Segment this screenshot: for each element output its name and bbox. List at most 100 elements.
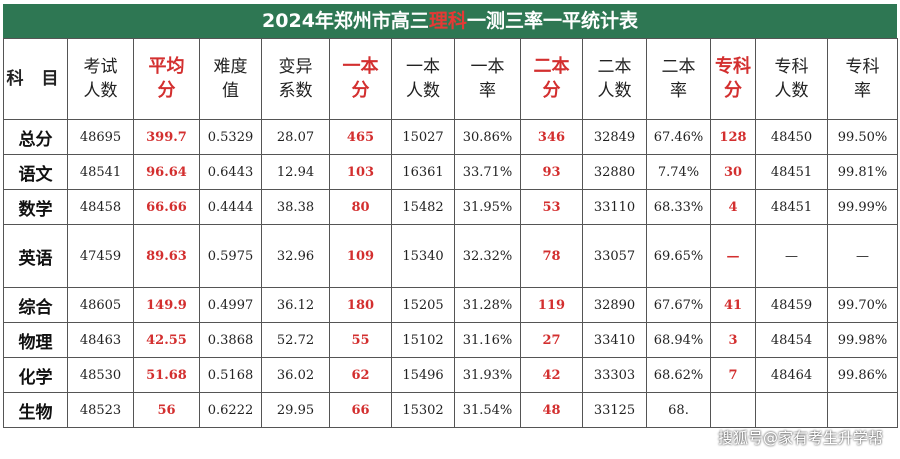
value-cell: 32.96 — [261, 224, 330, 288]
header-line: 二本 — [661, 57, 696, 77]
value-cell: 31.54% — [454, 392, 521, 428]
title-suffix: 一测三率一平统计表 — [466, 10, 638, 32]
value-cell: 16361 — [391, 154, 455, 190]
value-cell: 48541 — [67, 154, 134, 190]
value-cell: 180 — [329, 287, 392, 323]
header-line: 一本 — [406, 57, 440, 77]
value-cell: 99.50% — [827, 119, 898, 155]
value-cell: 62 — [329, 357, 392, 393]
header-line: 人数 — [597, 81, 632, 101]
table-body: 总分 48695 399.7 0.5329 28.07 465 15027 30.86% 346… — [3, 119, 898, 428]
table-row: 综合 48605 149.9 0.4997 36.12 180 15205 31.28% 119… — [3, 287, 898, 323]
table-row: 物理 48463 42.55 0.3868 52.72 55 15102 31.16% 27 33… — [3, 322, 898, 358]
header-cell: 考试 人数 — [67, 38, 134, 120]
header-line: 难度 — [213, 57, 248, 77]
value-cell: 465 — [329, 119, 392, 155]
table-row: 总分 48695 399.7 0.5329 28.07 465 15027 30.86% 346… — [3, 119, 898, 155]
value-cell: 89.63 — [133, 224, 200, 288]
value-cell: 48454 — [755, 322, 828, 358]
value-cell: 48463 — [67, 322, 134, 358]
value-cell: 51.68 — [133, 357, 200, 393]
header-line: 人数 — [83, 81, 118, 101]
header-cell: 一本 人数 — [391, 38, 455, 120]
header-row: 科 目考试 人数 平均分难度值变异 系数 一本分一本 人数 一本率二本分二本 人数 二本率专科分… — [3, 38, 898, 120]
header-line: 考试 — [83, 57, 118, 77]
value-cell: 30.86% — [454, 119, 521, 155]
value-cell: 96.64 — [133, 154, 200, 190]
value-cell: 68.94% — [646, 322, 711, 358]
header-line: 人数 — [406, 81, 440, 101]
value-cell: 66.66 — [133, 189, 200, 225]
table-row: 生物 48523 56 0.6222 29.95 66 15302 31.54% 48 33125… — [3, 392, 898, 428]
value-cell: 31.16% — [454, 322, 521, 358]
value-cell: 15027 — [391, 119, 455, 155]
header-line: 系数 — [278, 81, 313, 101]
subject-cell: 化学 — [3, 357, 68, 393]
subject-cell: 综合 — [3, 287, 68, 323]
value-cell: 67.46% — [646, 119, 711, 155]
header-line: 一本 — [342, 56, 379, 77]
value-cell: 48451 — [755, 154, 828, 190]
header-line: 分 — [157, 80, 176, 101]
value-cell: 33125 — [582, 392, 647, 428]
value-cell: 0.6443 — [199, 154, 262, 190]
header-cell: 变异 系数 — [261, 38, 330, 120]
table-row: 语文 48541 96.64 0.6443 12.94 103 16361 33.71% 93 3… — [3, 154, 898, 190]
header-line: 变异 — [278, 57, 313, 77]
value-cell: 66 — [329, 392, 392, 428]
value-cell: 47459 — [67, 224, 134, 288]
value-cell: 99.70% — [827, 287, 898, 323]
value-cell: — — [827, 224, 898, 288]
value-cell: 32890 — [582, 287, 647, 323]
value-cell: 32.32% — [454, 224, 521, 288]
header-line: 一本 — [470, 57, 505, 77]
value-cell: 36.12 — [261, 287, 330, 323]
value-cell: 0.6222 — [199, 392, 262, 428]
value-cell: 99.81% — [827, 154, 898, 190]
header-line: 分 — [724, 80, 742, 101]
table-row: 英语 47459 89.63 0.5975 32.96 109 15340 32.32% 78 3… — [3, 224, 898, 288]
value-cell — [827, 392, 898, 428]
value-cell: 48605 — [67, 287, 134, 323]
value-cell: 48530 — [67, 357, 134, 393]
header-cell: 二本分 — [520, 38, 583, 120]
value-cell: 15302 — [391, 392, 455, 428]
value-cell: 48464 — [755, 357, 828, 393]
subject-cell: 生物 — [3, 392, 68, 428]
value-cell: 15482 — [391, 189, 455, 225]
value-cell: 93 — [520, 154, 583, 190]
value-cell: 31.95% — [454, 189, 521, 225]
value-cell: 109 — [329, 224, 392, 288]
value-cell: 128 — [710, 119, 756, 155]
header-line: 分 — [542, 80, 561, 101]
value-cell: 99.98% — [827, 322, 898, 358]
value-cell: 38.38 — [261, 189, 330, 225]
value-cell: 0.4444 — [199, 189, 262, 225]
value-cell: 56 — [133, 392, 200, 428]
header-line: 率 — [854, 81, 871, 101]
header-line: 专科 — [845, 57, 880, 77]
subject-cell: 语文 — [3, 154, 68, 190]
value-cell: 33.71% — [454, 154, 521, 190]
header-line: 率 — [479, 81, 496, 101]
header-line: 分 — [351, 80, 370, 101]
header-cell: 二本率 — [646, 38, 711, 120]
value-cell: 48458 — [67, 189, 134, 225]
value-cell: 31.93% — [454, 357, 521, 393]
value-cell: 42.55 — [133, 322, 200, 358]
subject-cell: 数学 — [3, 189, 68, 225]
header-cell: 一本率 — [454, 38, 521, 120]
header-line: 专科 — [715, 56, 751, 77]
value-cell: 3 — [710, 322, 756, 358]
value-cell: 32880 — [582, 154, 647, 190]
value-cell: 80 — [329, 189, 392, 225]
value-cell: 0.4997 — [199, 287, 262, 323]
value-cell: 68. — [646, 392, 711, 428]
value-cell: 346 — [520, 119, 583, 155]
value-cell: 103 — [329, 154, 392, 190]
value-cell — [755, 392, 828, 428]
header-cell: 专科分 — [710, 38, 756, 120]
value-cell: 52.72 — [261, 322, 330, 358]
value-cell: 0.5168 — [199, 357, 262, 393]
value-cell: 36.02 — [261, 357, 330, 393]
